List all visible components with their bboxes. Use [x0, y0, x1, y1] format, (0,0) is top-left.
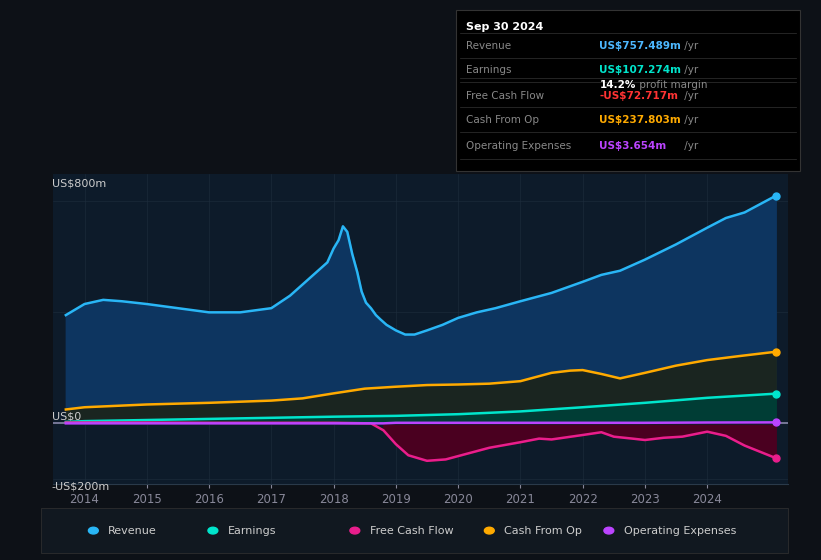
Text: Operating Expenses: Operating Expenses: [624, 526, 736, 535]
Text: -US$72.717m: -US$72.717m: [599, 91, 678, 101]
Text: profit margin: profit margin: [636, 80, 708, 90]
Text: US$800m: US$800m: [52, 179, 106, 189]
Text: Earnings: Earnings: [227, 526, 276, 535]
Text: 14.2%: 14.2%: [599, 80, 635, 90]
Text: Sep 30 2024: Sep 30 2024: [466, 22, 543, 32]
Text: Free Cash Flow: Free Cash Flow: [466, 91, 544, 101]
Text: /yr: /yr: [681, 115, 699, 125]
Text: US$0: US$0: [52, 412, 81, 422]
Text: Cash From Op: Cash From Op: [504, 526, 582, 535]
Text: Free Cash Flow: Free Cash Flow: [369, 526, 453, 535]
Text: /yr: /yr: [681, 91, 699, 101]
Text: -US$200m: -US$200m: [52, 482, 110, 492]
Text: /yr: /yr: [681, 141, 699, 151]
Text: Cash From Op: Cash From Op: [466, 115, 539, 125]
Text: Revenue: Revenue: [108, 526, 157, 535]
Text: /yr: /yr: [681, 41, 699, 52]
Text: US$107.274m: US$107.274m: [599, 64, 681, 74]
Text: Revenue: Revenue: [466, 41, 511, 52]
Text: Operating Expenses: Operating Expenses: [466, 141, 571, 151]
Text: /yr: /yr: [681, 64, 699, 74]
Text: US$757.489m: US$757.489m: [599, 41, 681, 52]
Text: US$237.803m: US$237.803m: [599, 115, 681, 125]
Text: Earnings: Earnings: [466, 64, 511, 74]
Text: US$3.654m: US$3.654m: [599, 141, 667, 151]
